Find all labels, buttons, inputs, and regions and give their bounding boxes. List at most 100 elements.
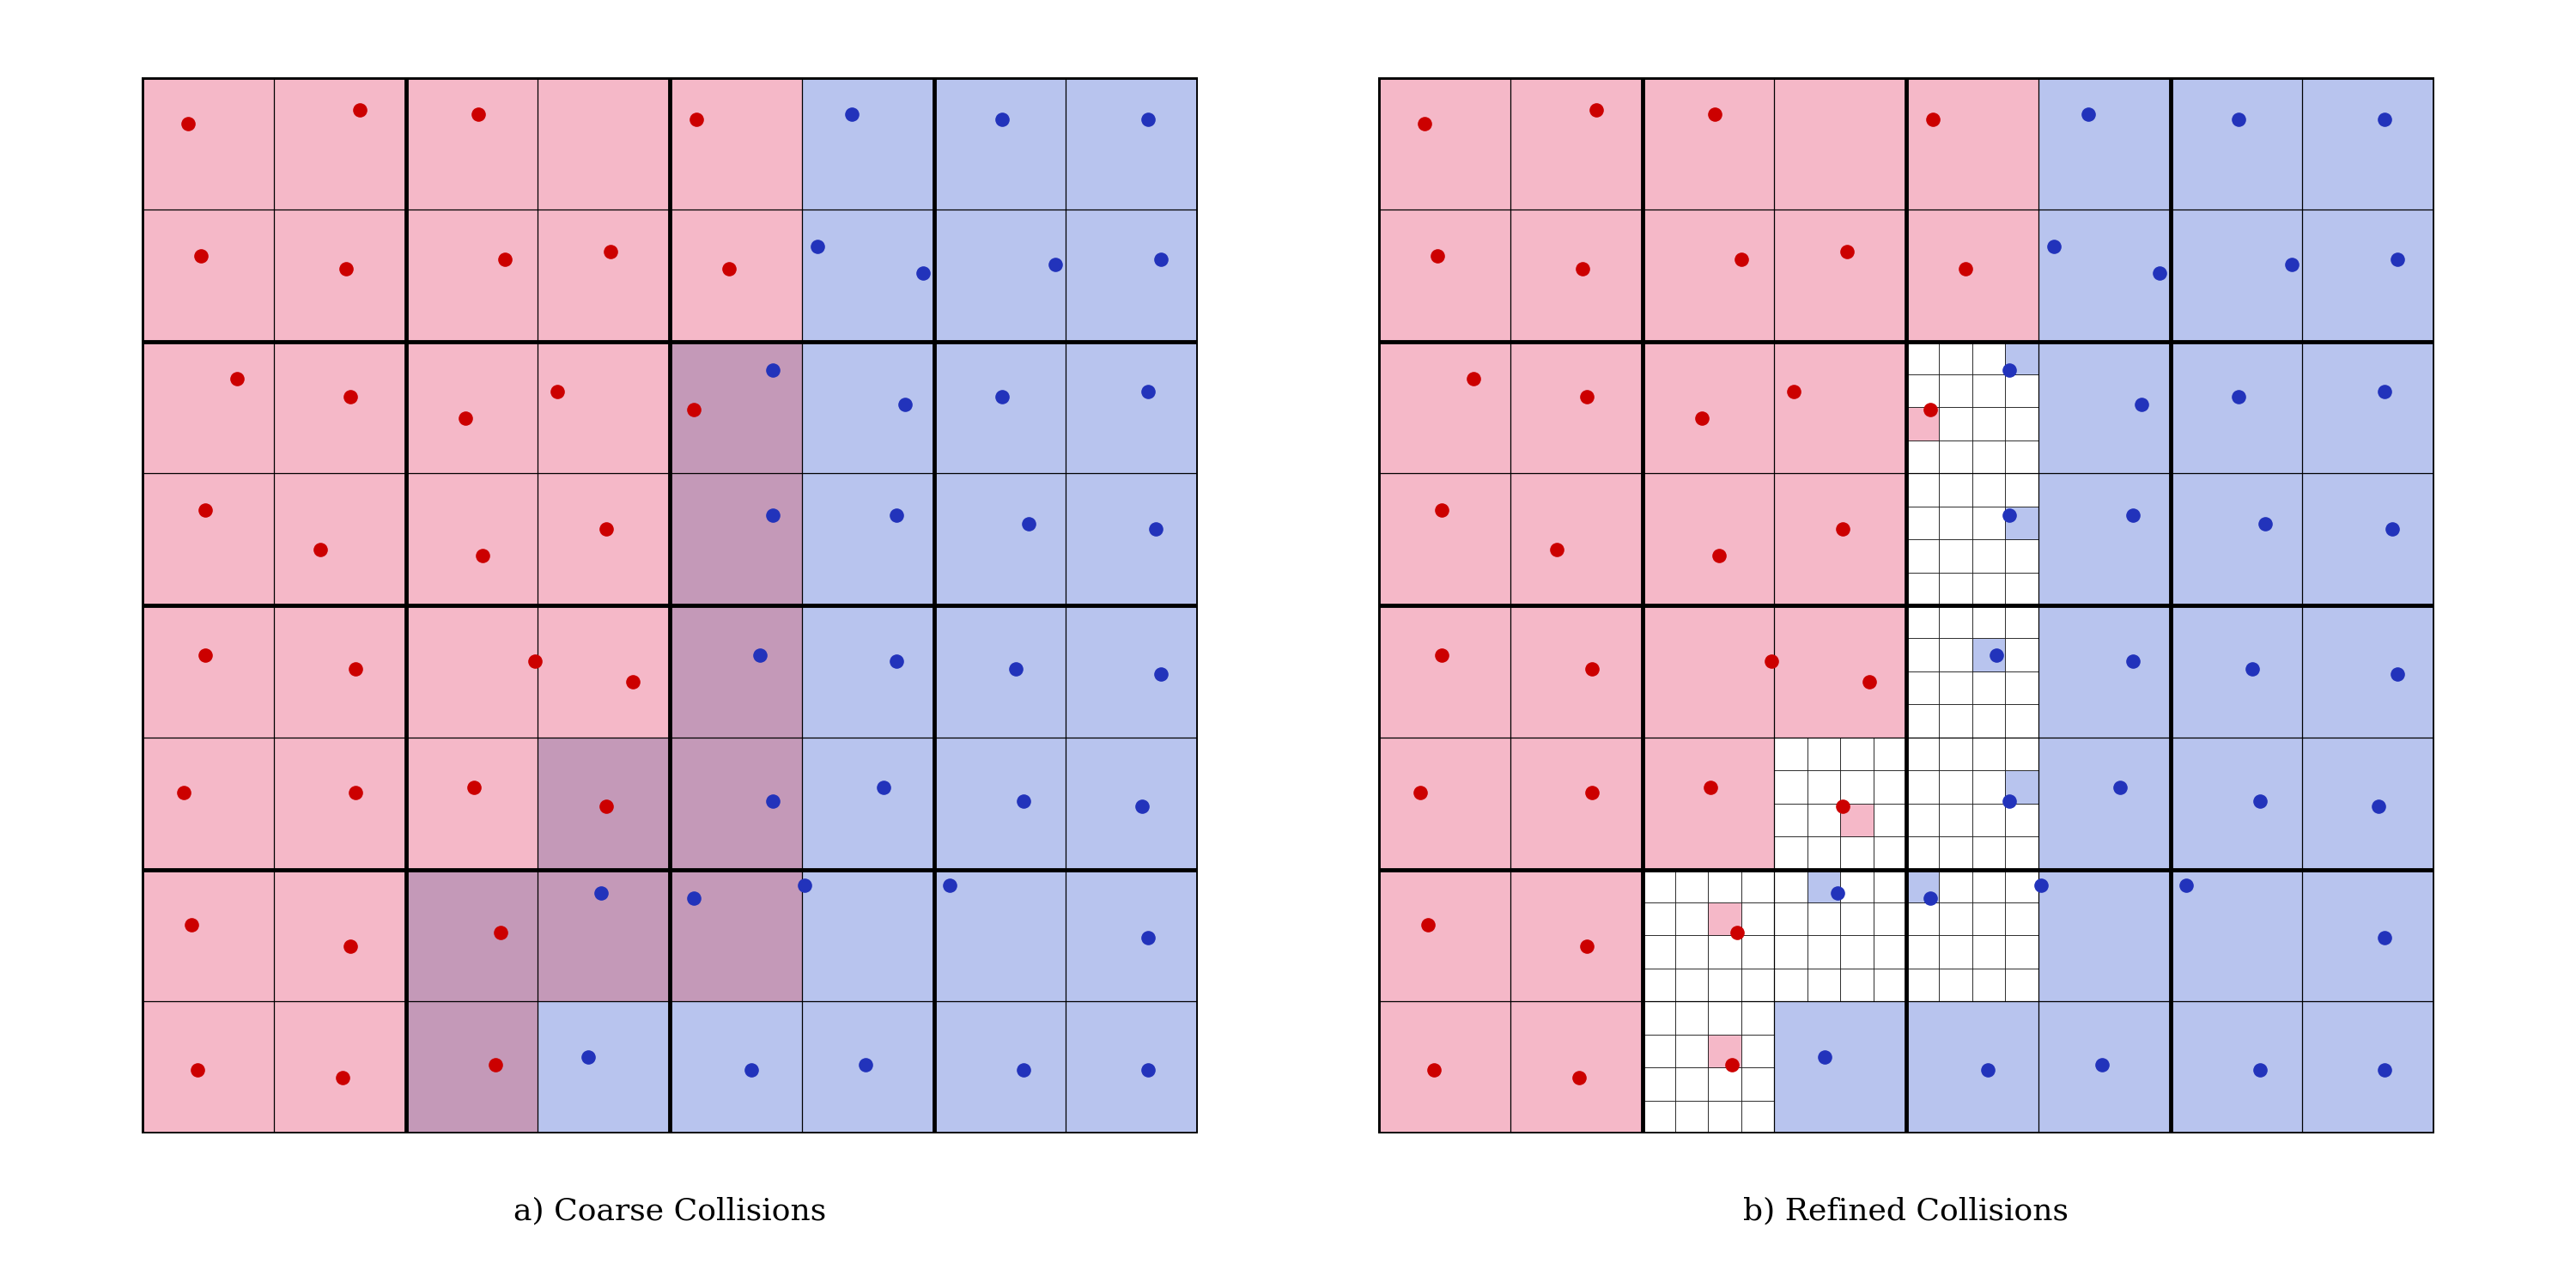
Point (479, 922, 520, 943)
Point (1414, 1060, 1455, 1081)
Bar (801, 341, 933, 474)
Bar (1940, 375, 1973, 407)
Point (322, 1068, 363, 1088)
Point (2231, 658, 2272, 679)
Point (1716, 922, 1757, 943)
Bar (1973, 639, 2004, 671)
Point (1566, 386, 1607, 407)
Bar (1066, 209, 1198, 341)
Point (1417, 245, 1458, 265)
Bar (1510, 737, 1643, 869)
Bar (2004, 605, 2038, 639)
Bar (1643, 969, 1674, 1002)
Bar (1906, 474, 1940, 506)
Point (515, 650, 556, 671)
Point (863, 777, 904, 797)
Point (459, 104, 500, 125)
Bar (1643, 737, 1775, 869)
Bar (1741, 969, 1775, 1002)
Bar (2004, 375, 2038, 407)
Point (2020, 875, 2061, 895)
Bar (1775, 935, 1808, 969)
Bar (1674, 969, 1708, 1002)
Bar (1906, 341, 2038, 474)
Bar (1510, 77, 1643, 209)
Bar (801, 1002, 933, 1133)
Bar (2038, 341, 2169, 474)
Point (2099, 777, 2141, 797)
Bar (1808, 969, 1839, 1002)
Bar (1940, 506, 1973, 540)
Bar (273, 209, 407, 341)
Bar (1940, 639, 1973, 671)
Bar (273, 77, 407, 209)
Bar (1378, 869, 1510, 1002)
Bar (2303, 737, 2434, 869)
Bar (1741, 869, 1775, 903)
Bar (1973, 836, 2004, 869)
Bar (1940, 671, 1973, 705)
Point (335, 783, 376, 804)
Bar (801, 737, 933, 869)
Point (2365, 927, 2406, 948)
Bar (407, 605, 538, 737)
Bar (2038, 737, 2169, 869)
Point (461, 545, 502, 565)
Point (739, 645, 781, 666)
Bar (1906, 506, 1940, 540)
Bar (1808, 770, 1839, 804)
Bar (2038, 605, 2169, 737)
Bar (1906, 605, 2038, 737)
Bar (1973, 705, 2004, 737)
Bar (1741, 1100, 1775, 1133)
Point (2378, 249, 2419, 269)
Bar (142, 1002, 273, 1133)
Bar (1940, 407, 1973, 440)
Bar (1708, 969, 1741, 1002)
Point (536, 381, 577, 402)
Bar (1741, 1034, 1775, 1068)
Point (185, 645, 227, 666)
Bar (670, 605, 801, 737)
Bar (1940, 903, 1973, 935)
Bar (2303, 77, 2434, 209)
Bar (1839, 836, 1873, 869)
Bar (2169, 1002, 2303, 1133)
Bar (1940, 440, 1973, 474)
Bar (2303, 209, 2434, 341)
Bar (1940, 705, 1973, 737)
Bar (273, 1002, 407, 1133)
Text: b) Refined Collisions: b) Refined Collisions (1744, 1197, 2069, 1225)
Bar (1973, 969, 2004, 1002)
Bar (1873, 770, 1906, 804)
Bar (1940, 341, 1973, 375)
Point (672, 399, 714, 420)
Bar (1839, 903, 1873, 935)
Point (675, 109, 716, 130)
Bar (1378, 77, 1510, 209)
Bar (1708, 869, 1741, 903)
Bar (538, 605, 670, 737)
Bar (1643, 77, 1775, 209)
Point (1141, 249, 1182, 269)
Point (1710, 1055, 1752, 1075)
Point (1422, 645, 1463, 666)
Bar (1643, 1002, 1674, 1034)
Point (1909, 399, 1950, 420)
Point (2112, 505, 2154, 526)
Point (2218, 386, 2259, 407)
Bar (1775, 77, 1906, 209)
Bar (1973, 540, 2004, 572)
Bar (407, 77, 538, 209)
Bar (1873, 935, 1906, 969)
Point (1561, 259, 1602, 279)
Bar (1906, 903, 1940, 935)
Bar (2169, 341, 2303, 474)
Point (2365, 109, 2406, 130)
Bar (933, 341, 1066, 474)
Point (1571, 658, 1613, 679)
Bar (1378, 737, 1510, 869)
Bar (2004, 705, 2038, 737)
Bar (2303, 1002, 2434, 1133)
Point (1911, 109, 1953, 130)
